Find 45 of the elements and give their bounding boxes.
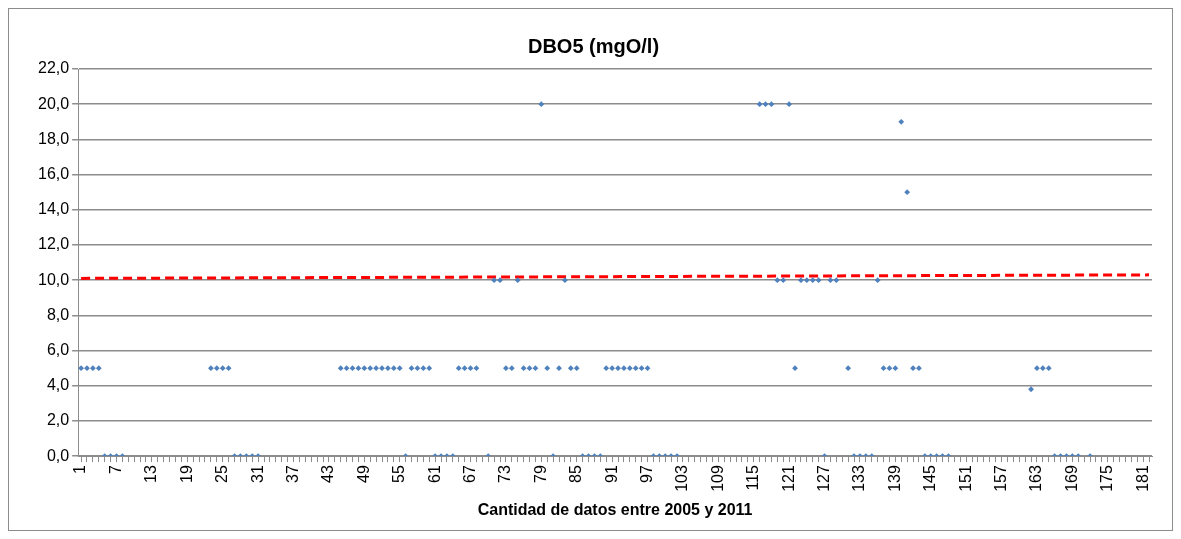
x-tick-label: 37 (283, 465, 301, 483)
x-tick-label: 103 (673, 465, 691, 492)
x-tick-label: 151 (956, 465, 974, 492)
x-tick-label: 175 (1098, 465, 1116, 492)
x-tick-label: 73 (496, 465, 514, 483)
y-tick-label: 22,0 (38, 59, 70, 77)
chart-title: DBO5 (mgO/l) (527, 34, 660, 57)
x-tick-label: 181 (1133, 465, 1151, 492)
y-tick-label: 20,0 (38, 94, 70, 112)
x-tick-label: 109 (708, 465, 726, 492)
x-tick-label: 49 (354, 465, 372, 483)
y-tick-label: 8,0 (46, 305, 70, 323)
x-tick-label: 19 (177, 465, 195, 483)
y-tick-label: 0,0 (46, 446, 70, 464)
x-tick-label: 7 (106, 465, 124, 475)
y-tick-label: 12,0 (38, 235, 70, 253)
x-tick-label: 133 (850, 465, 868, 492)
y-tick-label: 4,0 (46, 376, 70, 394)
x-tick-label: 85 (567, 465, 585, 483)
x-tick-label: 79 (531, 465, 549, 483)
x-tick-label: 115 (744, 465, 762, 491)
x-tick-label: 121 (779, 465, 797, 492)
y-tick-label: 2,0 (46, 411, 70, 429)
x-tick-label: 61 (425, 465, 443, 483)
x-axis-title: Cantidad de datos entre 2005 y 2011 (477, 500, 753, 518)
x-tick-label: 139 (885, 465, 903, 492)
y-tick-label: 18,0 (38, 129, 70, 147)
x-tick-label: 163 (1027, 465, 1045, 492)
x-tick-label: 91 (602, 465, 620, 483)
x-tick-label: 169 (1062, 465, 1080, 492)
y-tick-label: 16,0 (38, 164, 70, 182)
x-tick-label: 145 (921, 465, 939, 492)
y-tick-label: 10,0 (38, 270, 70, 288)
x-tick-label: 25 (213, 465, 231, 483)
x-tick-label: 157 (991, 465, 1009, 492)
x-tick-label: 97 (637, 465, 655, 483)
x-tick-label: 67 (460, 465, 478, 483)
y-tick-label: 6,0 (46, 340, 70, 358)
x-tick-label: 1 (71, 465, 89, 475)
x-tick-label: 13 (142, 465, 160, 483)
x-tick-label: 43 (319, 465, 337, 483)
x-tick-label: 127 (814, 465, 832, 492)
x-tick-label: 55 (390, 465, 408, 483)
y-tick-label: 14,0 (38, 200, 70, 218)
x-tick-label: 31 (248, 465, 266, 483)
